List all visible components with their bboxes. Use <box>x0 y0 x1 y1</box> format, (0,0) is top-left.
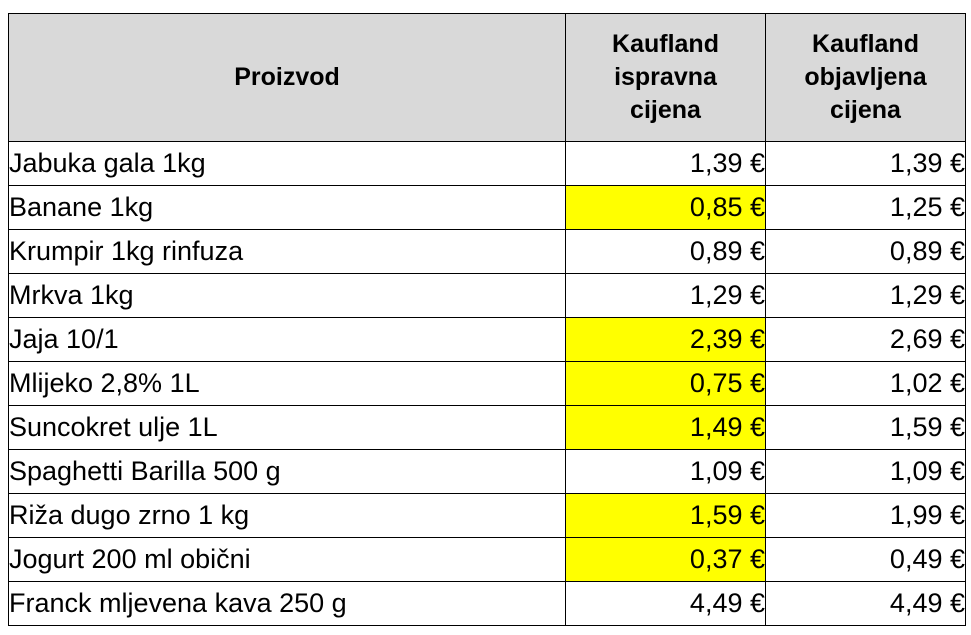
correct-price-cell: 0,85 € <box>565 185 766 230</box>
published-price-cell: 0,49 € <box>765 537 966 582</box>
table-row: Jabuka gala 1kg 1,39 €1,39 € <box>8 141 966 186</box>
product-name-cell: Suncokret ulje 1L <box>8 405 566 450</box>
correct-price-cell: 4,49 € <box>565 581 766 626</box>
published-price-cell: 1,99 € <box>765 493 966 538</box>
published-price-cell: 2,69 € <box>765 317 966 362</box>
correct-price-cell: 0,37 € <box>565 537 766 582</box>
published-price-cell: 1,09 € <box>765 449 966 494</box>
table-row: Spaghetti Barilla 500 g 1,09 €1,09 € <box>8 449 966 494</box>
product-name-cell: Riža dugo zrno 1 kg <box>8 493 566 538</box>
product-name-cell: Jogurt 200 ml obični <box>8 537 566 582</box>
header-correct-price: Kaufland ispravna cijena <box>565 13 766 142</box>
product-name-cell: Jaja 10/1 <box>8 317 566 362</box>
correct-price-cell: 1,49 € <box>565 405 766 450</box>
product-name-cell: Spaghetti Barilla 500 g <box>8 449 566 494</box>
published-price-cell: 1,59 € <box>765 405 966 450</box>
table-row: Suncokret ulje 1L 1,49 €1,59 € <box>8 405 966 450</box>
published-price-cell: 0,89 € <box>765 229 966 274</box>
product-name-cell: Mlijeko 2,8% 1L <box>8 361 566 406</box>
correct-price-cell: 1,09 € <box>565 449 766 494</box>
table-body: Jabuka gala 1kg 1,39 €1,39 € Banane 1kg 0,8… <box>8 141 966 626</box>
product-name-cell: Jabuka gala 1kg <box>8 141 566 186</box>
correct-price-cell: 1,39 € <box>565 141 766 186</box>
correct-price-cell: 0,75 € <box>565 361 766 406</box>
correct-price-cell: 1,29 € <box>565 273 766 318</box>
product-name-cell: Mrkva 1kg <box>8 273 566 318</box>
product-name-cell: Franck mljevena kava 250 g <box>8 581 566 626</box>
published-price-cell: 1,29 € <box>765 273 966 318</box>
published-price-cell: 1,39 € <box>765 141 966 186</box>
correct-price-cell: 2,39 € <box>565 317 766 362</box>
header-product: Proizvod <box>8 13 566 142</box>
correct-price-cell: 0,89 € <box>565 229 766 274</box>
table-row: Riža dugo zrno 1 kg 1,59 €1,99 € <box>8 493 966 538</box>
product-name-cell: Krumpir 1kg rinfuza <box>8 229 566 274</box>
published-price-cell: 4,49 € <box>765 581 966 626</box>
table-row: Banane 1kg 0,85 €1,25 € <box>8 185 966 230</box>
product-name-cell: Banane 1kg <box>8 185 566 230</box>
table-header-row: Proizvod Kaufland ispravna cijena Kaufla… <box>8 13 966 142</box>
published-price-cell: 1,25 € <box>765 185 966 230</box>
table-row: Jaja 10/1 2,39 €2,69 € <box>8 317 966 362</box>
price-comparison-table: Proizvod Kaufland ispravna cijena Kaufla… <box>8 13 966 626</box>
table-row: Mlijeko 2,8% 1L 0,75 €1,02 € <box>8 361 966 406</box>
published-price-cell: 1,02 € <box>765 361 966 406</box>
header-published-price: Kaufland objavljena cijena <box>765 13 966 142</box>
correct-price-cell: 1,59 € <box>565 493 766 538</box>
table-row: Mrkva 1kg 1,29 €1,29 € <box>8 273 966 318</box>
table-row: Jogurt 200 ml obični 0,37 €0,49 € <box>8 537 966 582</box>
table-row: Franck mljevena kava 250 g 4,49 €4,49 € <box>8 581 966 626</box>
table-row: Krumpir 1kg rinfuza 0,89 €0,89 € <box>8 229 966 274</box>
